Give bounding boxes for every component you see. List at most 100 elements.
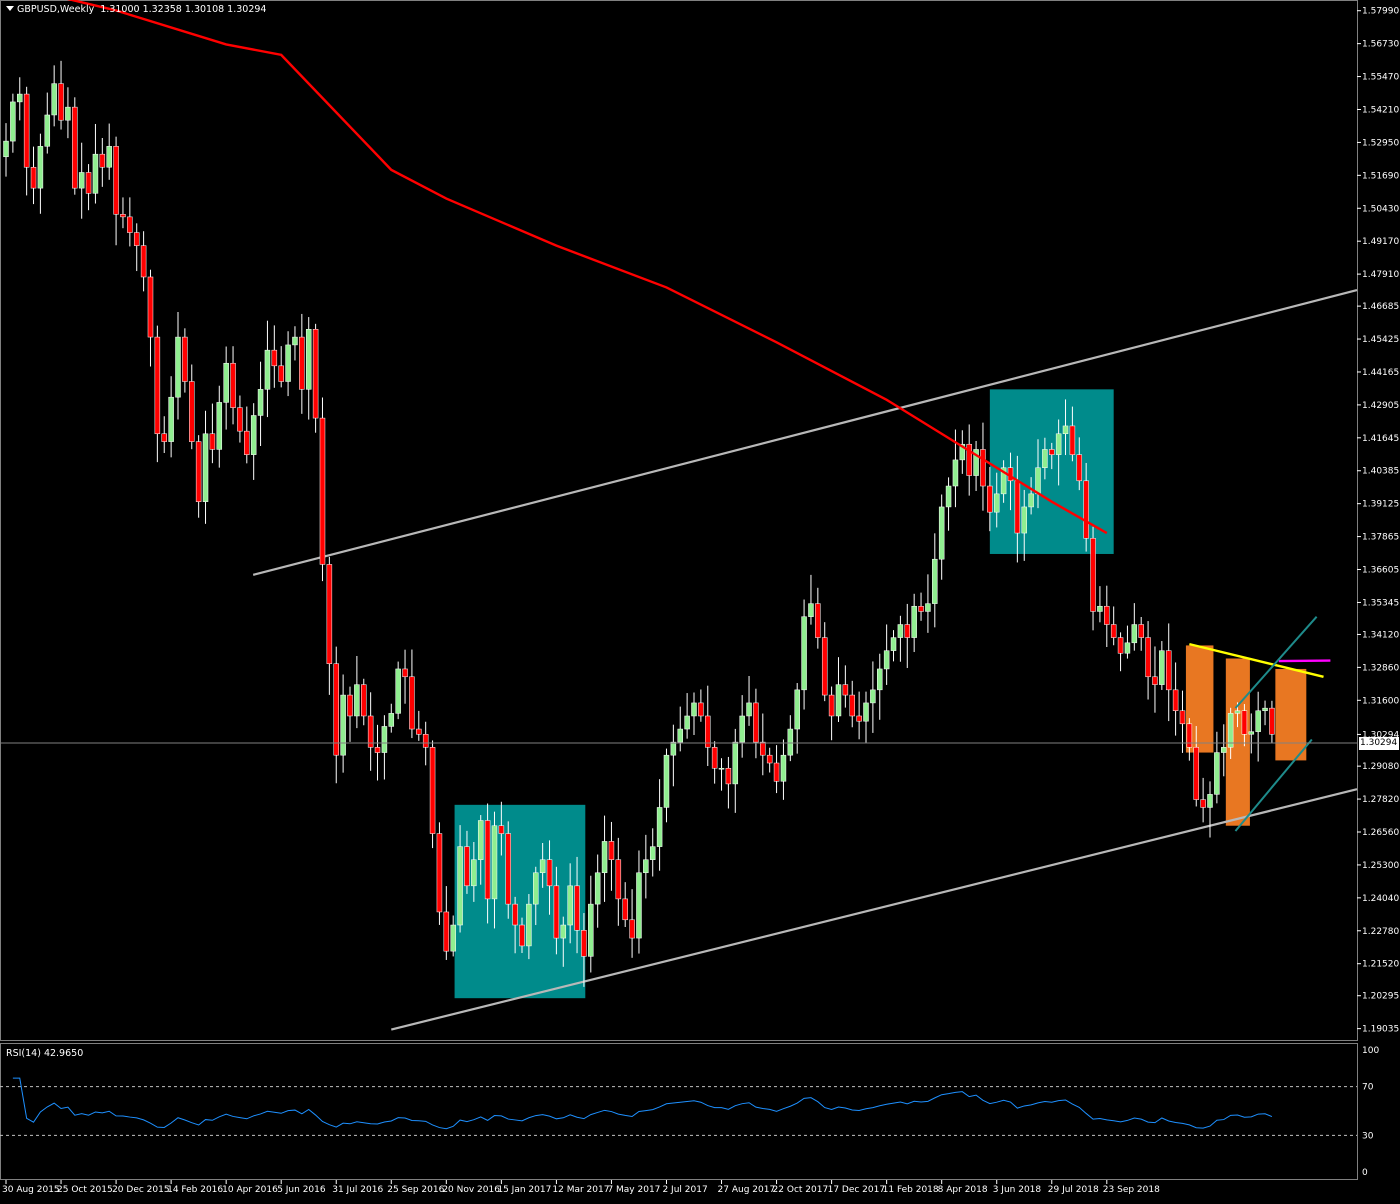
bull-candle <box>491 825 498 900</box>
bull-candle <box>959 443 966 461</box>
price-tick-label: 1.45425 <box>1362 335 1399 345</box>
price-tick-label: 1.44165 <box>1362 368 1399 378</box>
price-tick-label: 1.32860 <box>1362 663 1399 673</box>
bear-candle <box>1179 710 1186 725</box>
price-axis: 1.57990 1.56730 1.55470 1.54210 1.52950 1.516… <box>1357 7 1399 1035</box>
bull-candle <box>863 702 869 722</box>
bull-candle <box>663 754 670 808</box>
bear-candle <box>416 728 422 735</box>
bull-candle <box>870 689 876 704</box>
bear-candle <box>99 153 106 168</box>
bear-candle <box>980 449 986 487</box>
bear-candle <box>113 146 119 215</box>
bear-candle <box>574 885 580 931</box>
bull-candle <box>794 689 800 730</box>
price-tick-label: 1.40385 <box>1362 467 1399 477</box>
bear-candle <box>436 833 443 913</box>
bear-candle <box>237 407 243 432</box>
bull-candle <box>1021 506 1027 534</box>
bull-candle <box>354 684 360 717</box>
price-tick-label: 1.51690 <box>1362 171 1399 181</box>
bull-candle <box>526 903 532 947</box>
time-tick-label: 8 Apr 2018 <box>938 1185 988 1195</box>
price-tick-label: 1.29080 <box>1362 762 1399 772</box>
bear-candle <box>312 328 319 419</box>
bear-candle <box>849 694 855 717</box>
bull-candle <box>560 924 567 939</box>
time-tick-label: 30 Aug 2015 <box>2 1185 60 1195</box>
bull-candle <box>780 754 787 782</box>
bull-candle <box>168 396 174 442</box>
bull-candle <box>539 859 546 874</box>
bull-candle <box>739 715 745 743</box>
price-tick-label: 1.50430 <box>1362 204 1399 214</box>
price-tick-label: 1.22780 <box>1362 927 1399 937</box>
bear-candle <box>409 676 415 730</box>
bull-candle <box>746 702 752 717</box>
bear-candle <box>30 166 37 189</box>
bear-candle <box>608 841 615 860</box>
bull-candle <box>51 83 57 116</box>
bear-candle <box>133 232 140 246</box>
bull-candle <box>1221 747 1227 753</box>
bear-candle <box>519 924 525 947</box>
time-tick-label: 11 Feb 2018 <box>883 1185 939 1195</box>
bull-candle <box>457 846 463 926</box>
price-tick-label: 1.36605 <box>1362 566 1399 576</box>
bear-candle <box>698 702 704 717</box>
rsi-line <box>12 1077 1273 1130</box>
price-tick-label: 1.39125 <box>1362 500 1399 510</box>
resistance-line <box>1189 642 1324 678</box>
price-tick-label: 1.55470 <box>1362 73 1399 83</box>
price-tick-label: 1.20295 <box>1362 992 1399 1002</box>
bull-candle <box>264 349 271 390</box>
time-tick-label: 15 Jan 2017 <box>497 1185 551 1195</box>
bear-candle <box>195 441 202 502</box>
bear-candle <box>711 747 718 769</box>
bull-candle <box>65 106 71 121</box>
collapse-triangle-icon[interactable] <box>6 6 14 11</box>
price-tick-label: 1.26560 <box>1362 828 1399 838</box>
orange-box <box>1275 668 1307 761</box>
bull-candle <box>175 336 181 398</box>
bull-candle <box>78 172 85 189</box>
bull-candle <box>691 702 697 717</box>
bull-candle <box>257 389 264 416</box>
bear-candle <box>1049 449 1055 455</box>
bull-candle <box>973 449 979 476</box>
bear-candle <box>1110 624 1117 638</box>
bull-candle <box>395 668 401 714</box>
price-tick-label: 1.46685 <box>1362 302 1399 312</box>
bull-candle <box>10 101 16 142</box>
ohlc-values: 1.31000 1.32358 1.30108 1.30294 <box>100 4 267 15</box>
bear-candle <box>374 747 381 753</box>
bear-candle <box>443 911 450 952</box>
bear-candle <box>464 846 470 887</box>
bear-candle <box>1241 710 1248 735</box>
moving-average-path <box>66 0 1108 535</box>
bear-candle <box>147 276 154 338</box>
bull-candle <box>649 846 656 860</box>
bear-candle <box>484 820 491 900</box>
bear-candle <box>1152 676 1158 685</box>
bear-candle <box>161 433 167 442</box>
bear-candle <box>1193 747 1199 800</box>
time-tick-label: 31 Jul 2016 <box>332 1185 383 1195</box>
rsi-level-label: 70 <box>1362 1083 1374 1093</box>
bull-candle <box>1097 605 1103 612</box>
bull-candle <box>1227 713 1234 748</box>
bear-candle <box>299 336 305 390</box>
bull-candle <box>594 872 601 905</box>
bull-candle <box>1124 642 1131 654</box>
bear-candle <box>725 767 732 785</box>
rsi-level-label: 100 <box>1362 1046 1379 1056</box>
bull-candle <box>37 146 44 189</box>
bear-candle <box>1014 480 1021 534</box>
bull-candle <box>1207 794 1213 808</box>
bull-candle <box>1055 433 1062 455</box>
moving-average-line <box>66 0 1108 535</box>
bear-candle <box>766 754 773 764</box>
